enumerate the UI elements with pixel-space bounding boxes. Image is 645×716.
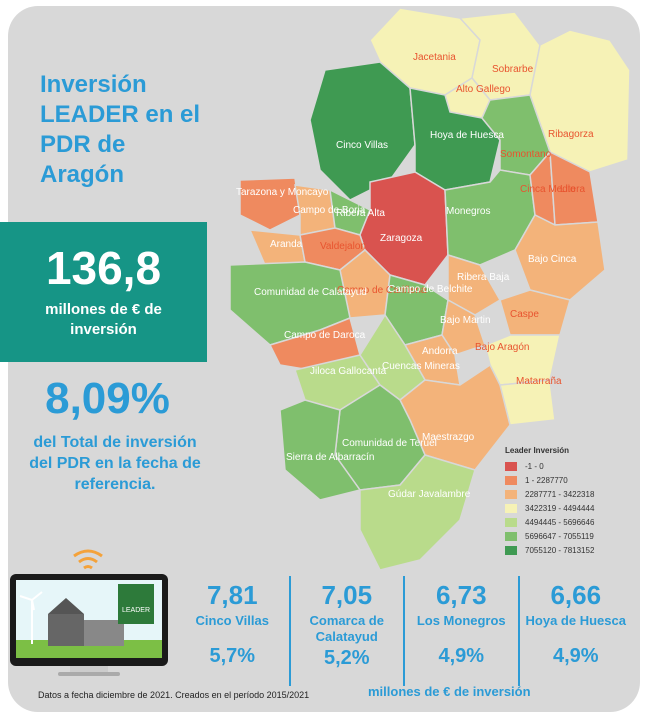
label-monegros: Monegros [446, 206, 490, 217]
page-title: Inversión LEADER en el PDR de Aragón [40, 71, 201, 188]
stats-unit: millones de € de inversión [368, 684, 531, 699]
legend-item: 1 - 2287770 [505, 473, 594, 487]
stat-item: 6,73 Los Monegros 4,9% [403, 576, 518, 686]
stat-value: 7,81 [206, 580, 258, 610]
legend-item: 7055120 - 7813152 [505, 543, 594, 557]
legend-swatch [505, 503, 517, 513]
label-campo-de-borja: Campo de Borja [293, 205, 366, 216]
region-gudar-javalambre [359, 454, 476, 571]
wifi-icon [73, 549, 103, 570]
monitor-illustration: LEADER [10, 549, 168, 676]
label-ribera-alta: Ribera Alta [336, 208, 385, 219]
aragon-map: Jacetania Sobrarbe Alto Gallego Ribagorz… [229, 7, 631, 571]
label-campo-de-carinena: Campo de Cariñena [337, 285, 427, 296]
stat-value: 7,05 [321, 580, 373, 610]
label-bajo-martin: Bajo Martin [440, 315, 491, 326]
stat-name: Los Monegros [416, 613, 506, 628]
label-zaragoza: Zaragoza [380, 233, 423, 244]
label-tarazona: Tarazona y Moncayo [236, 187, 329, 198]
legend-label: 3422319 - 4494444 [525, 503, 595, 513]
legend-label: 5696647 - 7055119 [525, 531, 594, 541]
legend-item: 4494445 - 5696646 [505, 515, 594, 529]
map-legend: Leader Inversión -1 - 0 1 - 2287770 2287… [505, 446, 594, 557]
legend-label: 4494445 - 5696646 [525, 517, 595, 527]
label-campo-de-daroca: Campo de Daroca [284, 330, 366, 341]
legend-swatch [505, 517, 517, 527]
legend-label: 1 - 2287770 [525, 475, 568, 485]
share-percentage: 8,09% [45, 374, 170, 423]
legend-item: 3422319 - 4494444 [505, 501, 594, 515]
label-cinco-villas: Cinco Villas [336, 140, 388, 151]
label-calatayud: Comunidad de Calatayud [254, 287, 367, 298]
legend-label: -1 - 0 [525, 461, 544, 471]
region-caspe [499, 289, 571, 336]
label-bajo-cinca: Bajo Cinca [528, 254, 577, 265]
stat-percent: 5,2% [323, 647, 370, 669]
label-jiloca: Jiloca Gallocanta [310, 366, 387, 377]
legend-item: 2287771 - 3422318 [505, 487, 594, 501]
label-cinca-medio: Cinca Medio [520, 184, 576, 195]
label-ribera-baja: Ribera Baja [457, 272, 510, 283]
label-somontano: Somontano [500, 149, 552, 160]
region-tarazona [239, 177, 301, 231]
label-maestrazgo: Maestrazgo [422, 432, 475, 443]
stat-item: 7,05 Comarca de Calatayud 5,2% [288, 576, 404, 686]
legend-swatch [505, 461, 517, 471]
label-comunidad-de-teruel: Comunidad de Teruel [342, 438, 437, 449]
stat-name: Comarca de Calatayud [309, 613, 384, 644]
legend-swatch [505, 489, 517, 499]
label-sobrarbe: Sobrarbe [492, 64, 534, 75]
stat-item: 7,81 Cinco Villas 5,7% [176, 576, 289, 686]
legend-label: 7055120 - 7813152 [525, 545, 595, 555]
label-alto-gallego: Alto Gallego [456, 84, 511, 95]
label-jacetania: Jacetania [413, 52, 456, 63]
label-ribagorza: Ribagorza [548, 129, 594, 140]
legend-item: 5696647 - 7055119 [505, 529, 594, 543]
stat-item: 6,66 Hoya de Huesca 4,9% [517, 576, 633, 686]
label-campo-de-belchite: Campo de Belchite [388, 284, 473, 295]
label-bajo-aragon: Bajo Aragón [475, 342, 530, 353]
share-description: del Total de inversión del PDR en la fec… [29, 434, 201, 493]
legend-item: -1 - 0 [505, 459, 594, 473]
label-hoya-de-huesca: Hoya de Huesca [430, 130, 504, 141]
label-andorra: Andorra [422, 346, 458, 357]
legend-title: Leader Inversión [505, 446, 570, 455]
region-ribera-baja [447, 253, 502, 316]
total-investment-value: 136,8 [45, 242, 162, 294]
label-valdejalon: Valdejalon [320, 241, 366, 252]
footnote: Datos a fecha diciembre de 2021. Creados… [38, 690, 310, 700]
legend-swatch [505, 475, 517, 485]
stat-percent: 4,9% [438, 645, 485, 667]
label-matarrana: Matarraña [516, 376, 562, 387]
stat-name: Hoya de Huesca [525, 613, 626, 628]
legend-swatch [505, 531, 517, 541]
label-caspe: Caspe [510, 309, 539, 320]
stat-name: Cinco Villas [195, 613, 269, 628]
label-cuencas-mineras: Cuencas Mineras [382, 361, 460, 372]
region-hoya-de-huesca [409, 87, 501, 191]
top-regions-stats: 7,81 Cinco Villas 5,7% 7,05 Comarca de C… [176, 576, 632, 686]
region-sierra-de-albarracin [279, 399, 362, 501]
legend-label: 2287771 - 3422318 [525, 489, 595, 499]
label-aranda: Aranda [270, 239, 303, 250]
label-litera: Litera [560, 184, 585, 195]
stat-percent: 5,7% [209, 645, 256, 667]
stat-percent: 4,9% [552, 645, 599, 667]
label-gudar-javalambre: Gúdar Javalambre [388, 489, 471, 500]
label-sierra-de-albarracin: Sierra de Albarracín [286, 452, 374, 463]
total-investment-unit: millones de € de inversión [45, 301, 162, 338]
legend-swatch [505, 545, 517, 555]
stat-value: 6,73 [435, 580, 487, 610]
stat-value: 6,66 [550, 580, 602, 610]
logo-text: LEADER [122, 607, 150, 614]
total-investment-box: 136,8 millones de € de inversión [0, 222, 207, 362]
